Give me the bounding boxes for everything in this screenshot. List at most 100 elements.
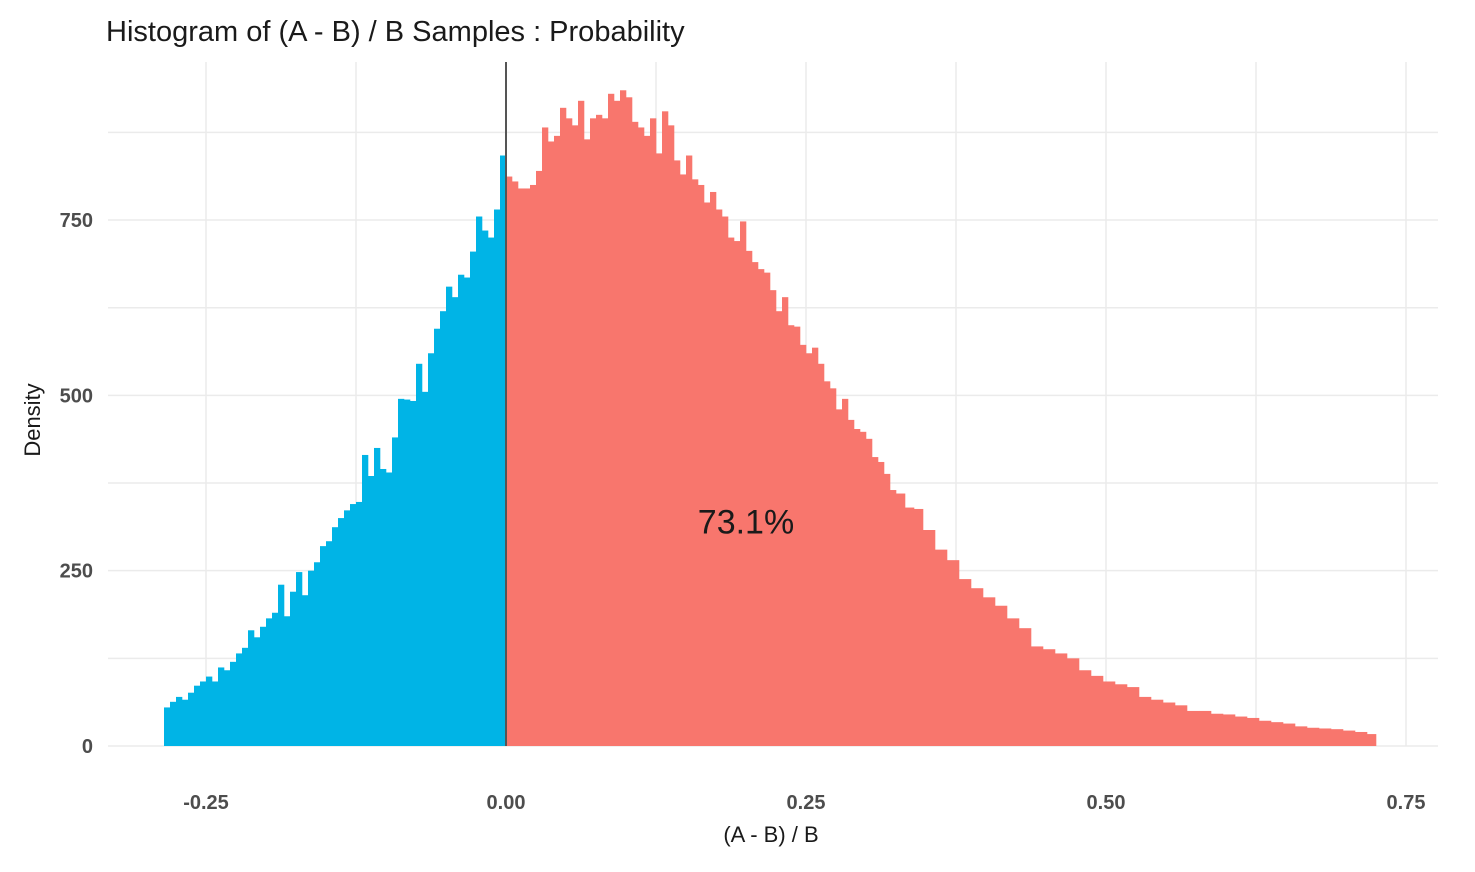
- probability-annotation: 73.1%: [698, 504, 794, 542]
- histogram-bar: [1295, 726, 1308, 746]
- histogram-bar: [1175, 705, 1188, 746]
- histogram-bar: [983, 597, 996, 746]
- histogram-bar: [542, 127, 549, 747]
- histogram-bar: [548, 141, 555, 747]
- histogram-bar: [818, 363, 825, 746]
- histogram-bar: [368, 475, 375, 746]
- histogram-bar: [914, 508, 924, 746]
- histogram-bar: [572, 125, 579, 747]
- histogram-bar: [626, 97, 633, 747]
- histogram-bar: [854, 429, 861, 746]
- histogram-bar: [500, 155, 507, 747]
- x-tick-label: 0.25: [787, 792, 826, 814]
- chart-title: Histogram of (A - B) / B Samples : Proba…: [106, 16, 685, 48]
- histogram-bar: [1067, 658, 1080, 746]
- histogram-bar: [1355, 731, 1368, 746]
- histogram-bar: [344, 510, 351, 746]
- histogram-bar: [620, 90, 627, 747]
- histogram-bar: [206, 676, 213, 746]
- histogram-bar: [392, 437, 399, 746]
- histogram-bar: [524, 188, 531, 747]
- histogram-bar: [320, 546, 327, 746]
- histogram-bar: [1331, 729, 1344, 746]
- histogram-bar: [752, 262, 759, 746]
- histogram-bar: [923, 529, 936, 746]
- histogram-bar: [440, 311, 447, 746]
- histogram-bar: [644, 135, 651, 746]
- histogram-bar: [782, 297, 789, 746]
- histogram-bar: [182, 699, 189, 746]
- y-axis-title: Density: [20, 383, 45, 456]
- histogram-bar: [272, 612, 279, 746]
- histogram-bar: [1199, 710, 1212, 746]
- histogram-bar: [1259, 720, 1272, 746]
- x-tick-label: 0.00: [487, 792, 526, 814]
- histogram-bar: [332, 527, 339, 746]
- histogram-bar: [308, 570, 315, 746]
- histogram-bar: [1055, 653, 1068, 746]
- histogram-bar: [230, 661, 237, 746]
- histogram-bar: [290, 591, 297, 746]
- histogram-bar: [254, 637, 261, 746]
- histogram-bar: [1019, 628, 1032, 746]
- histogram-bar: [494, 209, 501, 746]
- histogram-bar: [1079, 670, 1092, 746]
- histogram-bar: [860, 431, 867, 746]
- histogram-bar: [1043, 649, 1056, 746]
- histogram-bar: [602, 118, 609, 747]
- histogram-bar: [566, 118, 573, 747]
- histogram-bar: [1247, 717, 1260, 746]
- histogram-bar: [422, 391, 429, 746]
- histogram-bar: [959, 579, 972, 746]
- histogram-bar: [1307, 727, 1320, 746]
- histogram-bar: [464, 277, 471, 746]
- x-tick-label: 0.75: [1387, 792, 1426, 814]
- y-tick-label: 750: [60, 210, 93, 232]
- histogram-bars: [164, 90, 1377, 747]
- histogram-bar: [200, 681, 207, 746]
- histogram-bar: [374, 447, 381, 746]
- histogram-bar: [458, 274, 465, 746]
- histogram-bar: [362, 454, 369, 746]
- y-tick-label: 250: [60, 561, 93, 583]
- histogram-bar: [692, 179, 699, 746]
- histogram-bar: [482, 230, 489, 746]
- histogram-bar: [1115, 684, 1128, 746]
- histogram-bar: [380, 468, 387, 746]
- histogram-bar: [242, 647, 249, 746]
- histogram-bar: [1319, 728, 1332, 746]
- histogram-bar: [326, 541, 333, 746]
- histogram-bar: [674, 160, 681, 747]
- histogram-bar: [1223, 714, 1236, 746]
- histogram-bar: [608, 93, 615, 746]
- histogram-bar: [1163, 702, 1176, 746]
- histogram-bar: [842, 398, 849, 746]
- histogram-bar: [518, 188, 525, 747]
- histogram-bar: [410, 400, 417, 746]
- histogram-bar: [356, 501, 363, 746]
- histogram-bar: [578, 100, 585, 746]
- x-tick-label: 0.50: [1087, 792, 1126, 814]
- histogram-bar: [824, 381, 831, 746]
- histogram-bar: [788, 325, 795, 746]
- histogram-bar: [746, 250, 753, 746]
- y-tick-label: 500: [60, 385, 93, 407]
- histogram-bar: [416, 363, 423, 746]
- histogram-bar: [1211, 713, 1224, 746]
- histogram-bar: [446, 286, 453, 746]
- histogram-bar: [878, 461, 885, 746]
- histogram-bar: [1367, 734, 1377, 746]
- histogram-bar: [716, 209, 723, 746]
- histogram-bar: [884, 473, 891, 746]
- histogram-bar: [1235, 716, 1248, 746]
- histogram-bar: [710, 191, 717, 746]
- histogram-bar: [935, 549, 948, 746]
- histogram-bar: [1283, 723, 1296, 746]
- histogram-bar: [314, 562, 321, 746]
- histogram-bar: [812, 347, 819, 746]
- histogram-bar: [488, 237, 495, 746]
- histogram-bar: [1343, 730, 1356, 746]
- histogram-bar: [596, 114, 603, 746]
- histogram-bar: [302, 595, 309, 746]
